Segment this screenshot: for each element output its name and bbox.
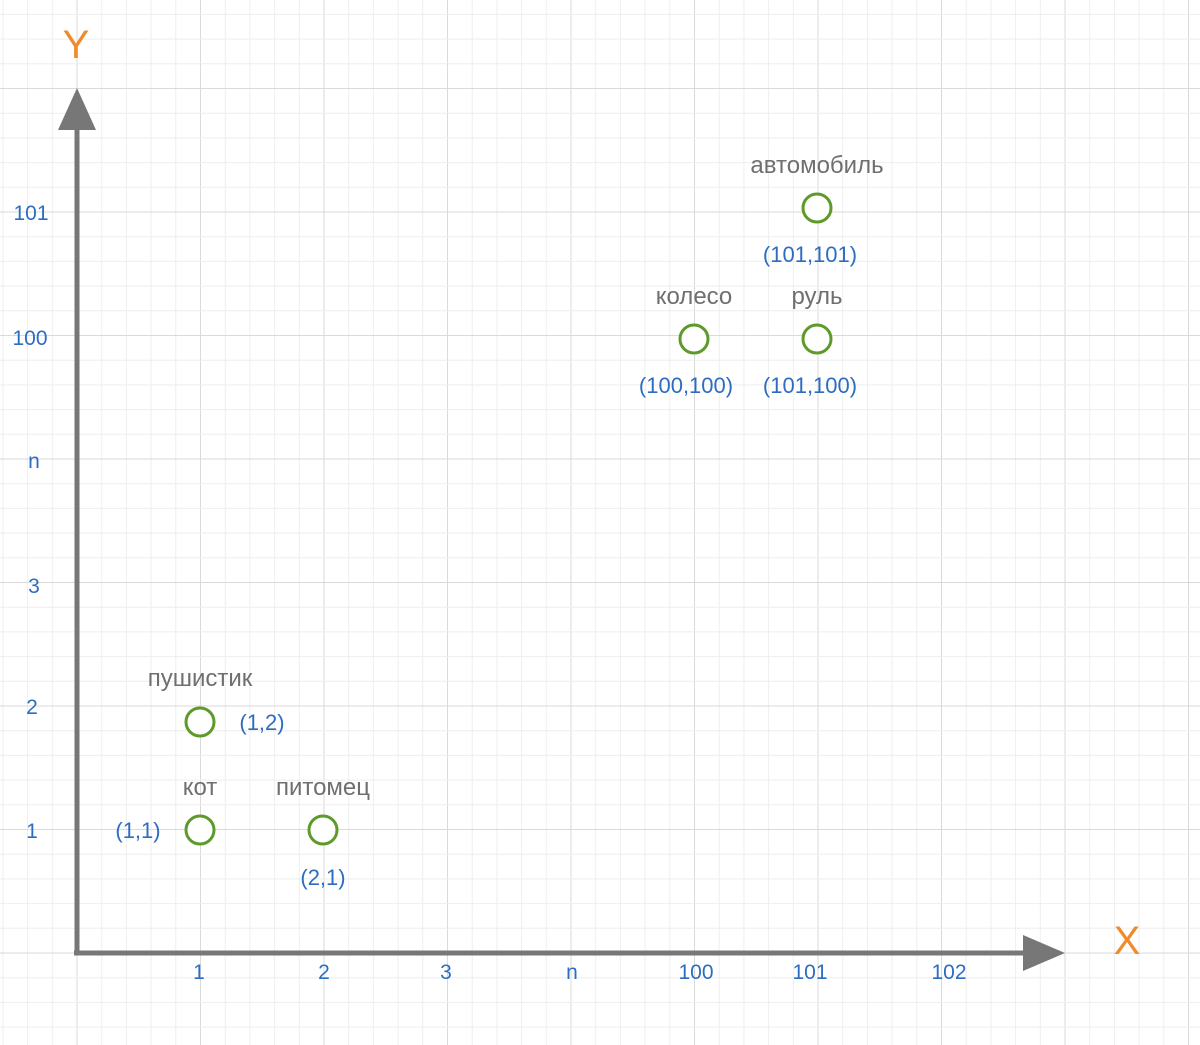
x-tick-label: 100 bbox=[678, 961, 713, 984]
point-word-label: руль bbox=[791, 283, 842, 310]
point-coordinate-label: (1,2) bbox=[239, 710, 284, 735]
y-tick-label: 3 bbox=[28, 575, 40, 598]
point-marker bbox=[801, 192, 833, 224]
point-coordinate-label: (1,1) bbox=[115, 818, 160, 843]
x-tick-label: 3 bbox=[440, 961, 452, 984]
point-marker bbox=[678, 323, 710, 355]
point-marker bbox=[801, 323, 833, 355]
point-coordinate-label: (101,101) bbox=[763, 242, 857, 267]
x-tick-label: n bbox=[566, 961, 578, 984]
point-marker bbox=[184, 814, 216, 846]
point-marker bbox=[307, 814, 339, 846]
point-word-label: автомобиль bbox=[750, 152, 883, 179]
y-axis-title: Y bbox=[63, 23, 90, 67]
x-tick-label: 102 bbox=[931, 961, 966, 984]
y-tick-label: n bbox=[28, 450, 40, 473]
point-word-label: питомец bbox=[276, 774, 370, 801]
point-word-label: колесо bbox=[656, 283, 733, 310]
x-tick-label: 2 bbox=[318, 961, 330, 984]
y-tick-label: 1 bbox=[26, 820, 38, 843]
x-tick-label: 1 bbox=[193, 961, 205, 984]
x-tick-label: 101 bbox=[792, 961, 827, 984]
x-axis-title: X bbox=[1114, 919, 1141, 963]
x-axis-arrowhead bbox=[1023, 935, 1065, 971]
y-axis-arrowhead bbox=[58, 88, 96, 130]
y-tick-label: 101 bbox=[13, 202, 48, 225]
point-word-label: пушистик bbox=[148, 665, 253, 692]
point-word-label: кот bbox=[183, 774, 218, 801]
point-coordinate-label: (100,100) bbox=[639, 373, 733, 398]
y-tick-label: 2 bbox=[26, 696, 38, 719]
point-coordinate-label: (2,1) bbox=[300, 865, 345, 890]
point-marker bbox=[184, 706, 216, 738]
point-coordinate-label: (101,100) bbox=[763, 373, 857, 398]
y-tick-label: 100 bbox=[12, 327, 47, 350]
